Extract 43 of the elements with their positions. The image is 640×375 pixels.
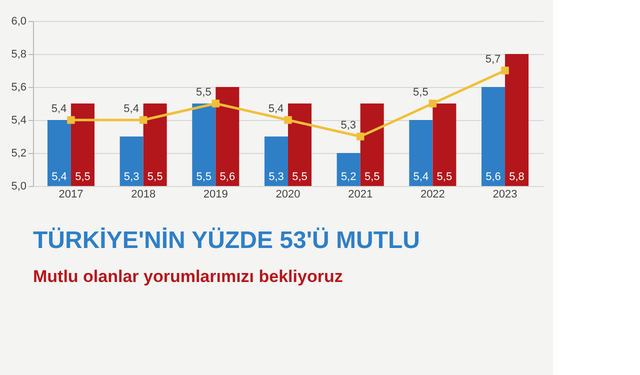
y-tick-label: 5,4 — [11, 114, 26, 126]
y-tick-label: 5,8 — [11, 48, 26, 60]
data-label: 5,2 — [340, 171, 356, 183]
data-label: 5,3 — [340, 120, 356, 132]
y-tick-label: 5,6 — [11, 82, 26, 94]
data-label: 5,7 — [485, 54, 501, 66]
point — [139, 116, 148, 124]
data-label: 5,5 — [292, 171, 308, 183]
text: TÜRKİYE'NİN YÜZDE 53'Ü MUTLU — [33, 227, 420, 254]
data-label: 5,5 — [147, 171, 163, 183]
data-label: 5,4 — [268, 103, 284, 115]
x-tick-label: 2019 — [203, 188, 228, 200]
y-tick-label: 5,0 — [11, 180, 26, 192]
x-tick-label: 2021 — [348, 188, 373, 200]
data-label: 5,6 — [486, 171, 501, 183]
point — [67, 116, 75, 124]
data-label: 5,5 — [364, 171, 380, 183]
x-tick-label: 2020 — [276, 188, 300, 200]
data-label: 5,5 — [75, 171, 90, 183]
data-label: 5,5 — [413, 86, 428, 98]
point — [428, 100, 437, 108]
data-label: 5,3 — [268, 171, 284, 183]
data-label: 5,5 — [436, 171, 452, 183]
data-label: 5,6 — [220, 171, 236, 183]
data-label: 5,3 — [124, 171, 140, 183]
data-label: 5,5 — [196, 86, 212, 98]
point — [212, 100, 220, 108]
data-label: 5,8 — [509, 171, 524, 183]
text: Mutlu olanlar yorumlarımızı bekliyoruz — [33, 267, 343, 286]
data-label: 5,5 — [196, 171, 212, 183]
y-tick-label: 6,0 — [11, 16, 26, 28]
y-tick-label: 5,2 — [11, 148, 26, 160]
x-tick-label: 2018 — [131, 188, 156, 200]
point — [356, 132, 364, 140]
point — [501, 66, 509, 74]
data-label: 5,4 — [413, 171, 429, 183]
point — [284, 116, 292, 124]
x-tick-label: 2023 — [492, 188, 518, 200]
data-label: 5,4 — [51, 103, 67, 115]
data-label: 5,4 — [52, 171, 67, 183]
x-tick-label: 2017 — [58, 188, 84, 200]
x-tick-label: 2022 — [420, 188, 445, 200]
data-label: 5,4 — [124, 103, 139, 115]
